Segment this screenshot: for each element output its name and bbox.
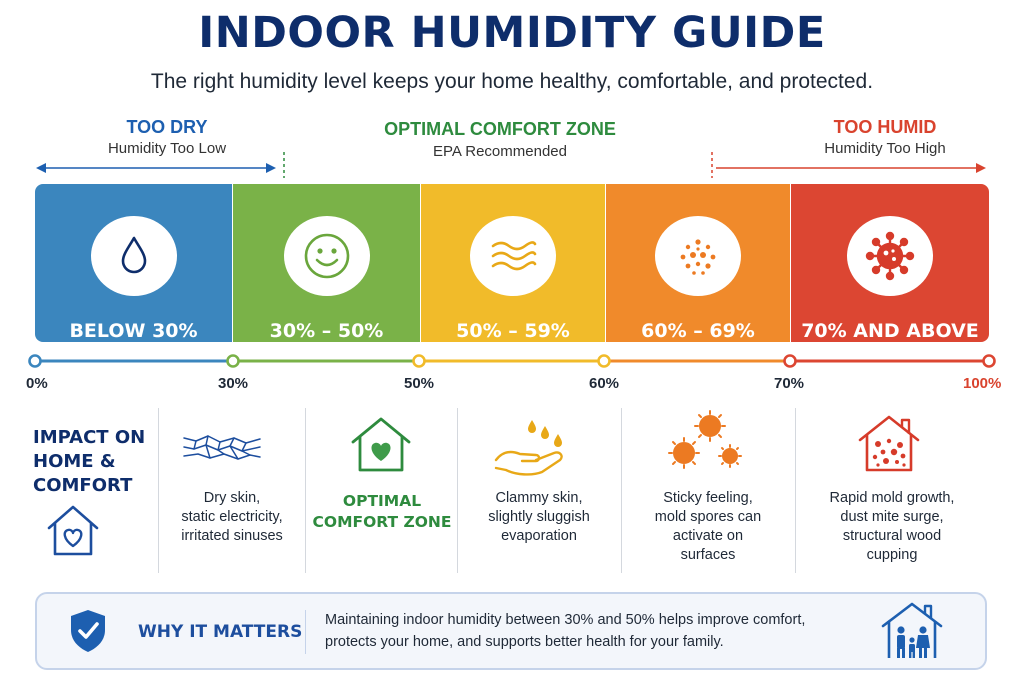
divider <box>305 408 306 573</box>
band-label: 50% – 59% <box>456 320 570 342</box>
smiley-face-icon <box>283 216 370 296</box>
band-30-50: 30% – 50% <box>233 184 420 342</box>
why-it-matters-text: Maintaining indoor humidity between 30% … <box>325 612 806 650</box>
scale-tick-label: 60% <box>589 375 620 392</box>
waves-icon <box>470 216 556 296</box>
impact-optimal-description: OPTIMAL COMFORT ZONE <box>312 492 452 531</box>
scale-marker-70 <box>783 354 797 368</box>
virus-icon <box>847 216 933 296</box>
page-title: INDOOR HUMIDITY GUIDE <box>198 8 826 58</box>
too-dry-arrow <box>36 163 276 173</box>
zone-too-dry-subtitle: Humidity Too Low <box>107 140 227 157</box>
house-heart-icon <box>351 417 411 472</box>
band-label: 60% – 69% <box>641 320 755 342</box>
band-60-69: 60% – 69% <box>606 184 790 342</box>
impact-sticky-description: Sticky feeling, mold spores can activate… <box>654 490 762 563</box>
zone-arrows <box>36 152 986 178</box>
impact-dry-description: Dry skin, static electricity, irritated … <box>181 490 283 544</box>
impact-mold-description: Rapid mold growth, dust mite surge, stru… <box>829 490 955 563</box>
band-below-30: BELOW 30% <box>35 184 232 342</box>
dry-cracks-icon <box>183 435 261 460</box>
why-it-matters-panel: WHY IT MATTERS Maintaining indoor humidi… <box>35 592 987 670</box>
scale-tick-label: 50% <box>404 375 435 392</box>
impact-clammy-description: Clammy skin, slightly sluggish evaporati… <box>488 490 590 544</box>
scale-marker-50 <box>412 354 426 368</box>
scale-marker-100 <box>982 354 996 368</box>
scale-tick-label: 70% <box>774 375 805 392</box>
zone-too-humid-subtitle: Humidity Too High <box>824 140 946 157</box>
zone-too-humid-title: TOO HUMID <box>833 117 937 137</box>
band-50-59: 50% – 59% <box>421 184 605 342</box>
page-subtitle: The right humidity level keeps your home… <box>150 70 874 93</box>
zone-optimal-subtitle: EPA Recommended <box>433 143 567 160</box>
scale-marker-60 <box>597 354 611 368</box>
band-label: 30% – 50% <box>269 320 384 342</box>
impact-title: IMPACT ON HOME & COMFORT <box>33 427 146 496</box>
band-label: BELOW 30% <box>69 320 198 342</box>
house-heart-outline-icon <box>47 505 99 556</box>
divider <box>305 610 306 654</box>
water-drop-icon <box>90 216 177 296</box>
scale-marker-0 <box>28 354 42 368</box>
scale-tick-label: 100% <box>963 375 1002 392</box>
humidity-scale <box>28 354 996 368</box>
family-house-icon <box>881 602 943 658</box>
scale-tick-label: 30% <box>218 375 249 392</box>
hand-droplets-icon <box>494 420 563 476</box>
divider <box>795 408 796 573</box>
band-label: 70% AND ABOVE <box>801 320 979 342</box>
zone-too-dry-title: TOO DRY <box>126 117 208 137</box>
scale-marker-30 <box>226 354 240 368</box>
shield-check-icon <box>71 610 105 652</box>
spores-icon <box>655 216 741 296</box>
band-70-above: 70% AND ABOVE <box>791 184 989 342</box>
too-humid-arrow <box>716 163 986 173</box>
divider <box>621 408 622 573</box>
moldy-house-icon <box>858 415 920 472</box>
why-it-matters-title: WHY IT MATTERS <box>138 622 303 642</box>
zone-optimal-title: OPTIMAL COMFORT ZONE <box>384 119 616 139</box>
scale-tick-label: 0% <box>26 375 48 392</box>
divider <box>457 408 458 573</box>
mold-spores-icon <box>668 410 742 469</box>
divider <box>158 408 159 573</box>
